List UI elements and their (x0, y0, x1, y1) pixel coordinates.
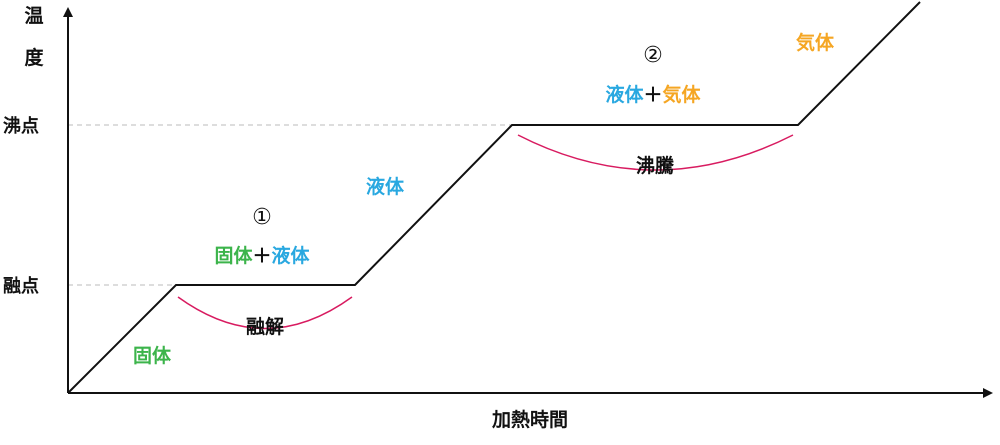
mixture-2-label: 液体＋気体 (605, 83, 701, 106)
boiling-brace (517, 134, 794, 171)
y-axis-label-char-1: 温 (24, 5, 43, 27)
x-axis-label: 加熱時間 (491, 408, 568, 431)
melting-brace (177, 296, 353, 330)
mixture-2-plus: ＋ (643, 84, 662, 106)
mixture-1-right: 液体 (272, 244, 311, 267)
mixture-1-label: 固体＋液体 (214, 244, 310, 267)
liquid-phase-label: 液体 (366, 175, 405, 198)
melting-process-label: 融解 (246, 315, 284, 338)
boiling-point-label: 沸点 (3, 115, 39, 137)
boiling-process-label: 沸騰 (636, 154, 675, 177)
mixture-2-right: 気体 (663, 83, 702, 106)
y-axis-label-char-2: 度 (24, 46, 44, 69)
gas-phase-label: 気体 (796, 31, 835, 54)
mixture-1-marker: ① (252, 205, 272, 230)
mixture-2-marker: ② (643, 43, 663, 68)
mixture-1-left: 固体 (214, 244, 253, 267)
solid-phase-label: 固体 (133, 344, 172, 367)
heating-curve (67, 1, 921, 394)
mixture-1-plus: ＋ (252, 245, 271, 267)
melting-point-label: 融点 (3, 275, 39, 297)
mixture-2-left: 液体 (605, 83, 644, 106)
